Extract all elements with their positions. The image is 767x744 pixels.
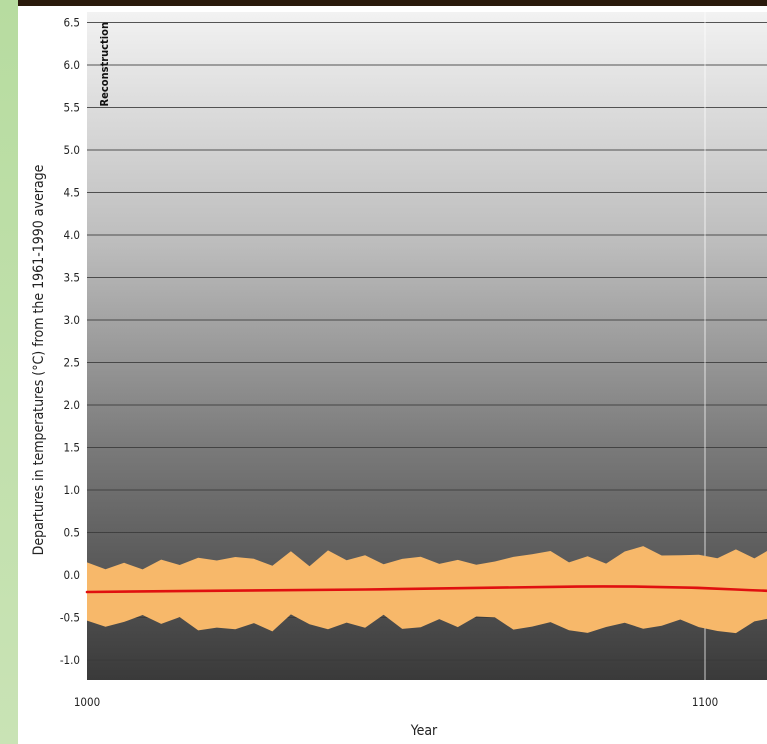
y-tick-label: 5.0 (64, 143, 80, 157)
y-tick-label: 4.0 (64, 228, 80, 242)
y-tick-label: 1.0 (64, 483, 80, 497)
top-frame-strip (18, 0, 767, 6)
y-tick-label: 0.0 (64, 568, 80, 582)
y-tick-label: 3.5 (64, 271, 80, 285)
left-frame-strip (0, 0, 18, 744)
y-tick-label: 2.0 (64, 398, 80, 412)
y-tick-label: -1.0 (60, 653, 80, 667)
x-tick-label: 1000 (74, 695, 100, 709)
x-axis-label: Year (410, 723, 438, 739)
x-tick-label: 1100 (692, 695, 718, 709)
y-tick-label: 0.5 (64, 526, 80, 540)
y-tick-label: 1.5 (64, 441, 80, 455)
y-axis-label: Departures in temperatures (°C) from the… (31, 164, 47, 555)
y-tick-label: 3.0 (64, 313, 80, 327)
region-label: Reconstruction (98, 22, 111, 106)
y-tick-label: 6.0 (64, 58, 80, 72)
y-tick-label: 2.5 (64, 356, 80, 370)
y-tick-label: 6.5 (64, 16, 80, 30)
y-tick-label: 5.5 (64, 101, 80, 115)
y-tick-label: 4.5 (64, 186, 80, 200)
y-tick-label: -0.5 (60, 611, 80, 625)
